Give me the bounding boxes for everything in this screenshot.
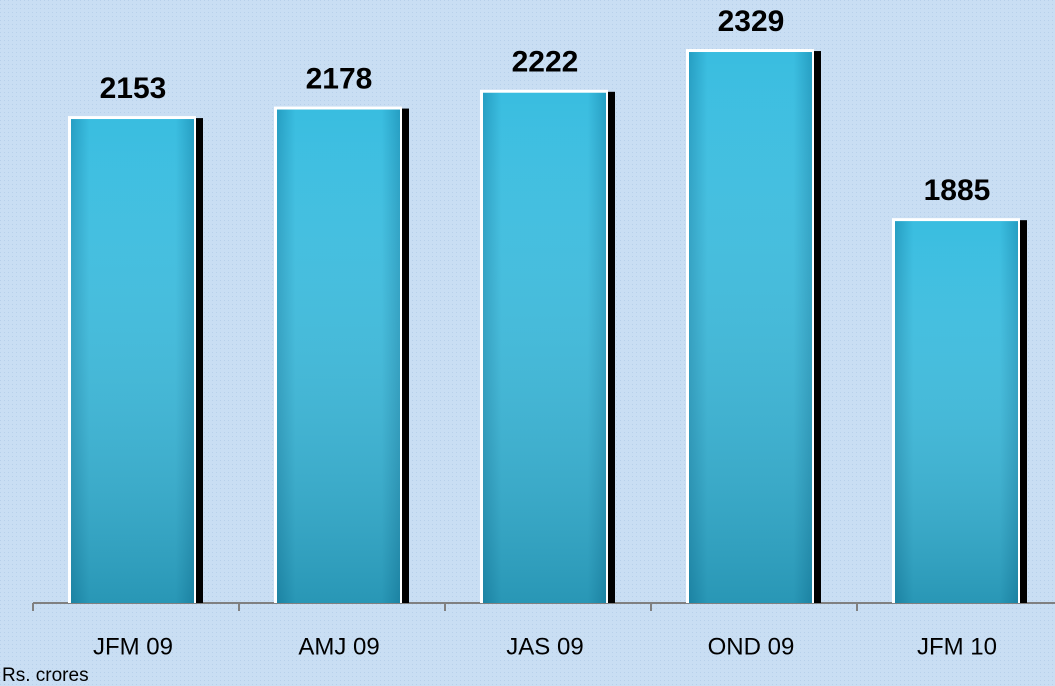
bar-shade [895,221,1018,603]
footnote: Rs. crores [2,665,89,686]
x-tick-label: JFM 10 [917,633,997,660]
bar-shade [689,52,812,603]
value-label: 2153 [100,72,167,105]
x-tick-label: JFM 09 [93,633,173,660]
value-label: 2178 [306,62,373,95]
x-tick-label: AMJ 09 [298,633,379,660]
x-tick-label: JAS 09 [506,633,583,660]
value-label: 2222 [512,46,579,79]
bar-shade [277,109,400,603]
x-tick-label: OND 09 [708,633,795,660]
value-label: 1885 [924,174,991,207]
bar-shade [483,92,606,603]
value-label: 2329 [718,5,785,38]
bar-shade [71,119,194,604]
